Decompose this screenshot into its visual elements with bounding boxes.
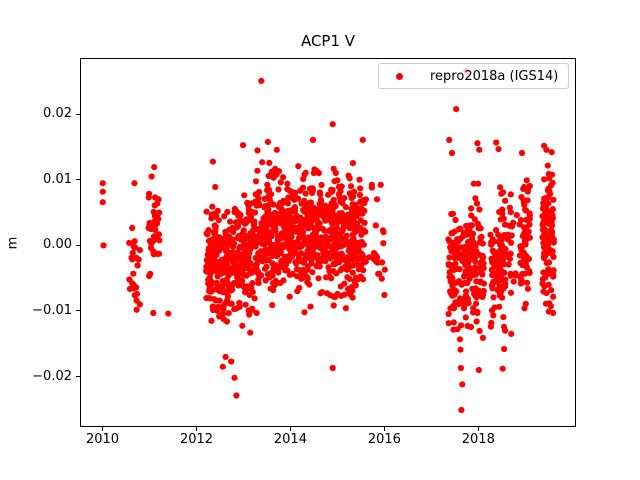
x-tick	[102, 427, 104, 431]
x-tick-label: 2010	[85, 432, 120, 447]
y-tick-label: −0.01	[32, 302, 72, 318]
plot-title: ACP1 V	[300, 32, 356, 50]
y-tick	[76, 113, 80, 115]
y-tick	[76, 310, 80, 312]
y-tick	[76, 179, 80, 181]
x-tick	[195, 427, 197, 431]
x-tick-label: 2014	[273, 432, 307, 447]
y-tick	[76, 376, 80, 378]
x-tick	[477, 427, 479, 431]
y-tick-label: 0.01	[43, 171, 72, 187]
legend: repro2018a (IGS14)	[378, 63, 570, 89]
y-tick-label: 0.02	[43, 106, 72, 122]
x-tick	[383, 427, 385, 431]
y-tick	[76, 244, 80, 246]
scatter-plot	[80, 58, 576, 427]
x-tick-label: 2012	[179, 432, 214, 447]
x-tick-label: 2016	[367, 432, 401, 447]
y-tick-label: 0.00	[43, 237, 72, 253]
y-axis-label: m	[5, 236, 21, 249]
axes-area: ACP1 V m repro2018a (IGS14) 2010 2012 2014…	[6, 32, 576, 447]
x-tick	[289, 427, 291, 431]
legend-label: repro2018a (IGS14)	[430, 68, 559, 84]
y-tick-label: −0.02	[32, 368, 72, 384]
legend-marker-icon	[396, 72, 403, 80]
x-tick-label: 2018	[461, 432, 495, 447]
